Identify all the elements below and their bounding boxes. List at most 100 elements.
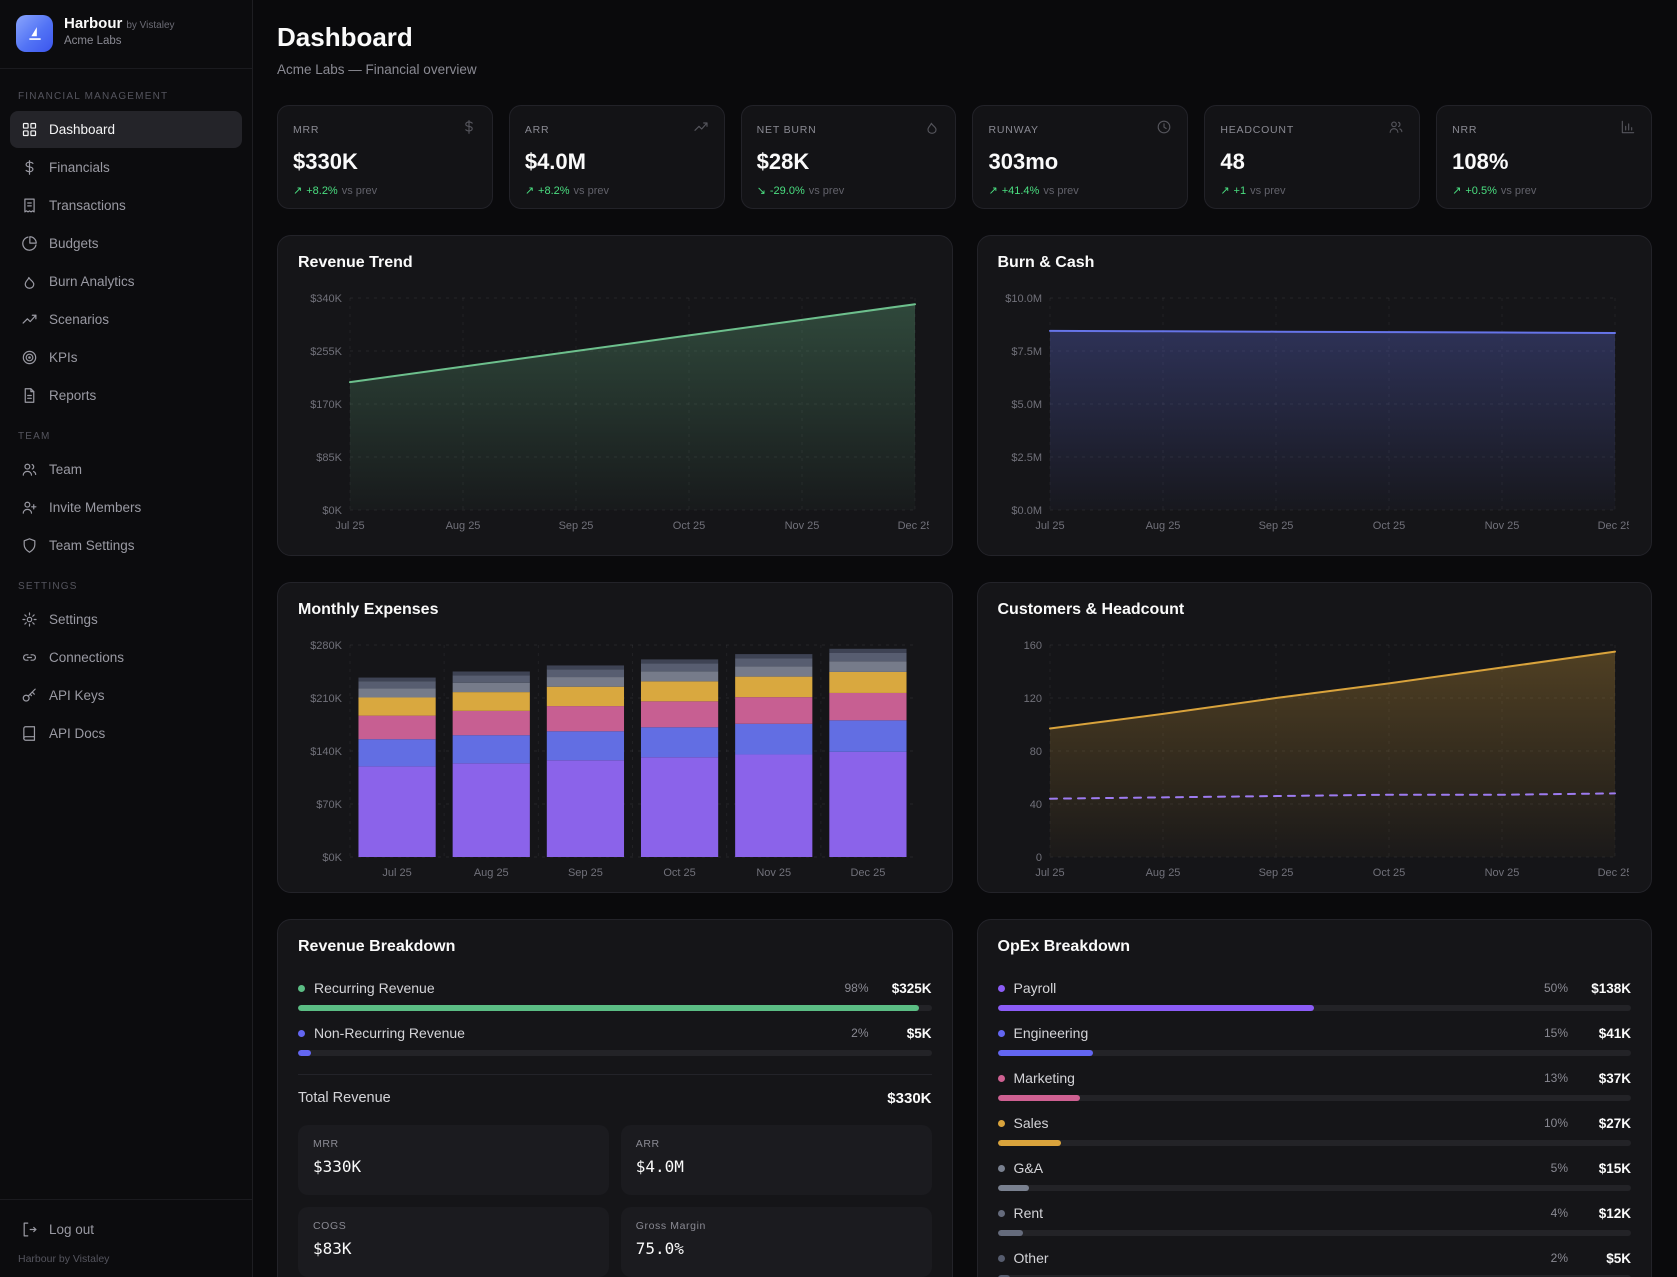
breakdown-row-engineering: Engineering 15% $41K [997, 1025, 1631, 1056]
card-title: Monthly Expenses [298, 601, 439, 618]
svg-text:80: 80 [1029, 746, 1041, 758]
svg-text:Sep 25: Sep 25 [568, 867, 603, 879]
sidebar-item-reports[interactable]: Reports [10, 377, 242, 414]
sidebar-item-financials[interactable]: Financials [10, 149, 242, 186]
revenue-stats-grid: MRR $330K ARR $4.0M COGS $83K Gross Margin 75.0… [298, 1125, 932, 1277]
book-icon [23, 726, 36, 741]
breakdown-label: Engineering [1013, 1025, 1089, 1041]
svg-text:0: 0 [1035, 852, 1041, 864]
sidebar-item-connections[interactable]: Connections [10, 639, 242, 676]
breakdown-bar-fill [997, 1050, 1093, 1056]
breakdown-bar-fill [997, 1275, 1011, 1277]
sidebar-item-label: Financials [49, 160, 110, 175]
org-name: Acme Labs [64, 35, 122, 47]
sidebar-item-budgets[interactable]: Budgets [10, 225, 242, 262]
kpi-delta: +0.5% [1465, 185, 1497, 197]
legend-dot [997, 1029, 1005, 1037]
kpi-delta-arrow-icon: ↘ [756, 185, 766, 197]
total-revenue-label: Total Revenue [298, 1090, 391, 1106]
svg-text:Jul 25: Jul 25 [1035, 520, 1064, 532]
legend-dot [997, 1209, 1005, 1217]
trend-icon [22, 314, 37, 324]
svg-text:Aug 25: Aug 25 [1145, 867, 1180, 879]
brand: Harbour by Vistaley Acme Labs [0, 0, 252, 69]
kpi-note: vs prev [573, 185, 610, 197]
svg-text:Nov 25: Nov 25 [756, 867, 791, 879]
kpi-value: $4.0M [524, 149, 586, 174]
sidebar-item-transactions[interactable]: Transactions [10, 187, 242, 224]
svg-text:160: 160 [1023, 640, 1041, 652]
opex-breakdown-rows: Payroll 50% $138K Engineering 15% $41K Marketi… [997, 980, 1631, 1277]
svg-text:Oct 25: Oct 25 [673, 520, 705, 532]
nav-section-label: SETTINGS [18, 581, 78, 592]
users-icon [1389, 121, 1403, 133]
breakdown-bar-track [298, 1050, 932, 1056]
sidebar-item-api-keys[interactable]: API Keys [10, 677, 242, 714]
stat-value: $83K [313, 1239, 352, 1258]
breakdown-bar-track [997, 1140, 1631, 1146]
breakdown-row-sales: Sales 10% $27K [997, 1115, 1631, 1146]
sidebar-item-team-settings[interactable]: Team Settings [10, 527, 242, 564]
breakdown-bar-fill [997, 1095, 1080, 1101]
customers-headcount-chart: 0 40 80 120 160 Jul 25 Aug 25 Sep 25 Oct 25 Nov 2… [998, 633, 1632, 885]
svg-text:Dec 25: Dec 25 [898, 520, 929, 532]
shield-icon [23, 538, 36, 553]
breakdown-row-rent: Rent 4% $12K [997, 1205, 1631, 1236]
kpi-label: HEADCOUNT [1220, 123, 1295, 136]
svg-text:$85K: $85K [316, 452, 342, 464]
kpi-value: $28K [756, 149, 810, 174]
grid-icon [22, 122, 37, 137]
card-title: OpEx Breakdown [997, 938, 1130, 955]
kpi-delta: +8.2% [306, 185, 338, 197]
svg-text:$2.5M: $2.5M [1011, 452, 1042, 464]
kpi-card-net-burn: NET BURN $28K ↘ -29.0% vs prev [740, 105, 957, 209]
breakdown-bar-fill [298, 1005, 919, 1011]
sidebar-item-invite-members[interactable]: Invite Members [10, 489, 242, 526]
sidebar-item-scenarios[interactable]: Scenarios [10, 301, 242, 338]
sidebar-item-kpis[interactable]: KPIs [10, 339, 242, 376]
trend-icon [694, 122, 708, 131]
sidebar-item-label: Budgets [49, 236, 99, 251]
legend-dot [298, 1029, 305, 1037]
total-revenue-row: Total Revenue $330K [298, 1074, 932, 1107]
sidebar-item-burn-analytics[interactable]: Burn Analytics [10, 263, 242, 300]
sidebar-item-label: Team [49, 462, 83, 477]
link-icon [23, 654, 36, 661]
dollar-icon [465, 120, 473, 134]
svg-text:$280K: $280K [310, 640, 342, 652]
kpi-label: MRR [293, 123, 320, 136]
sidebar-item-api-docs[interactable]: API Docs [10, 715, 242, 752]
svg-text:Sep 25: Sep 25 [559, 520, 594, 532]
kpi-delta-arrow-icon: ↗ [1452, 185, 1462, 197]
breakdown-label: Marketing [1013, 1070, 1075, 1086]
svg-text:Dec 25: Dec 25 [850, 867, 885, 879]
sidebar-item-settings[interactable]: Settings [10, 601, 242, 638]
kpi-value: 108% [1452, 149, 1509, 174]
sidebar-item-label: Transactions [49, 198, 126, 213]
breakdown-value: $5K [906, 1025, 932, 1041]
breakdown-bar-track [997, 1275, 1631, 1277]
breakdown-value: $5K [1606, 1250, 1631, 1266]
burn-cash-card: Burn & Cash $0.0M $2.5M $5.0M $7.5M $10.0M Ju… [976, 235, 1652, 556]
svg-text:Jul 25: Jul 25 [335, 520, 364, 532]
receipt-icon [24, 198, 35, 213]
sidebar-item-label: Team Settings [49, 538, 135, 553]
stat-value: $330K [313, 1157, 362, 1176]
sidebar-item-label: Burn Analytics [49, 274, 135, 289]
svg-text:Sep 25: Sep 25 [1258, 520, 1293, 532]
page-subtitle: Acme Labs — Financial overview [277, 62, 477, 77]
logout-button[interactable]: Log out [10, 1211, 242, 1248]
sidebar-item-team[interactable]: Team [10, 451, 242, 488]
kpi-card-nrr: NRR 108% ↗ +0.5% vs prev [1436, 105, 1652, 209]
breakdown-bar-track [997, 1050, 1631, 1056]
breakdown-label: Non-Recurring Revenue [314, 1025, 465, 1041]
legend-dot [997, 984, 1005, 992]
sidebar-item-dashboard[interactable]: Dashboard [10, 111, 242, 148]
breakdown-bar-fill [997, 1185, 1030, 1191]
customers-headcount-svg: 0 40 80 120 160 Jul 25 Aug 25 Sep 25 Oct 25 Nov 2… [1023, 640, 1628, 879]
breakdown-bar-fill [997, 1005, 1315, 1011]
breakdown-bar-fill [298, 1050, 311, 1056]
breakdown-pct: 2% [851, 1026, 869, 1040]
svg-text:Dec 25: Dec 25 [1597, 520, 1628, 532]
breakdown-row-marketing: Marketing 13% $37K [997, 1070, 1631, 1101]
